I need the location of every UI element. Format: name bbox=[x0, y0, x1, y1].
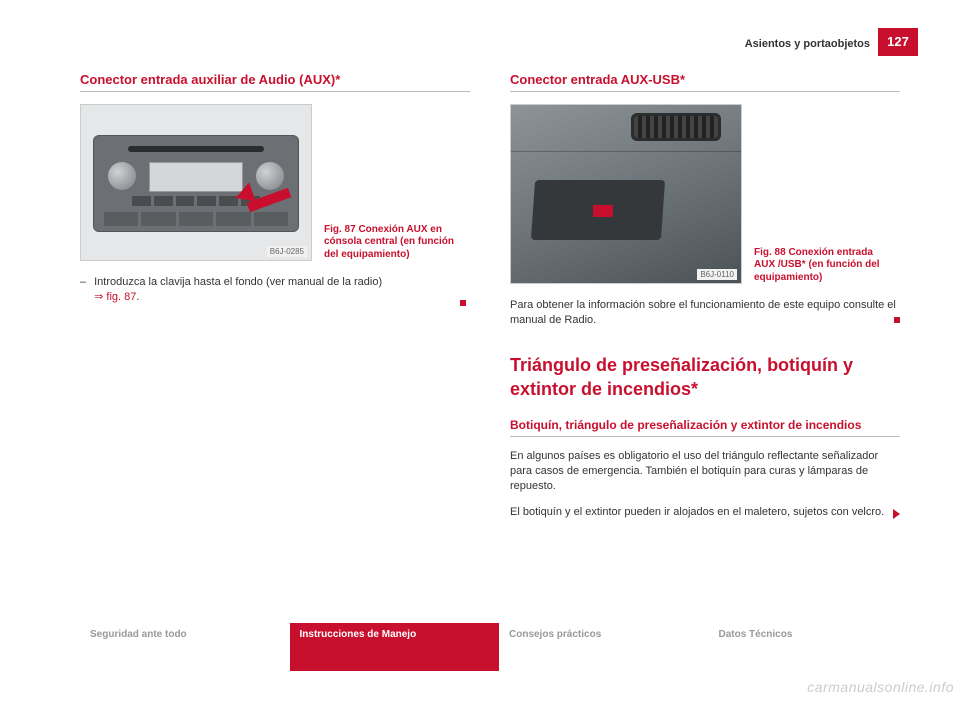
right-heading: Conector entrada AUX-USB* bbox=[510, 72, 900, 87]
period: . bbox=[136, 291, 139, 303]
divider bbox=[80, 91, 470, 92]
left-body: – Introduzca la clavija hasta el fondo (… bbox=[80, 275, 470, 311]
bullet-dash: – bbox=[80, 275, 86, 306]
page-header: Asientos y portaobjetos 127 bbox=[0, 0, 960, 60]
figure-87-label: B6J-0285 bbox=[267, 246, 307, 257]
page: Asientos y portaobjetos 127 Conector ent… bbox=[0, 0, 960, 701]
step-main: Introduzca la clavija hasta el fondo (ve… bbox=[94, 276, 382, 288]
figure-87: B6J-0285 bbox=[80, 104, 312, 261]
figure-88-caption: Fig. 88 Conexión entrada AUX /USB* (en f… bbox=[754, 247, 894, 285]
divider bbox=[510, 436, 900, 437]
figure-87-wrap: B6J-0285 Fig. 87 Conexión AUX en cónsola… bbox=[80, 104, 470, 261]
figure-87-caption: Fig. 87 Conexión AUX en cónsola central … bbox=[324, 224, 464, 262]
left-heading: Conector entrada auxiliar de Audio (AUX)… bbox=[80, 72, 470, 87]
page-number: 127 bbox=[878, 28, 918, 56]
footer-tab-seguridad: Seguridad ante todo bbox=[80, 623, 290, 671]
para-1: En algunos países es obligatorio el uso … bbox=[510, 449, 900, 495]
right-para: Para obtener la información sobre el fun… bbox=[510, 299, 896, 326]
content-columns: Conector entrada auxiliar de Audio (AUX)… bbox=[0, 60, 960, 592]
continue-triangle-icon bbox=[893, 509, 900, 519]
h2-line1: Triángulo de preseñalización, botiquín y bbox=[510, 355, 853, 375]
end-square-icon bbox=[460, 300, 466, 306]
watermark: carmanualsonline.info bbox=[807, 679, 954, 695]
para-2: El botiquín y el extintor pueden ir aloj… bbox=[510, 506, 884, 518]
pointer-arrow-icon bbox=[231, 183, 301, 223]
divider bbox=[510, 91, 900, 92]
end-square-icon bbox=[894, 317, 900, 323]
h2-line2: extintor de incendios* bbox=[510, 379, 698, 399]
footer-tab-instrucciones: Instrucciones de Manejo bbox=[290, 623, 500, 671]
right-body: Para obtener la información sobre el fun… bbox=[510, 298, 900, 329]
para-2-wrap: El botiquín y el extintor pueden ir aloj… bbox=[510, 505, 900, 520]
footer-tab-consejos: Consejos prácticos bbox=[499, 623, 709, 671]
section-title: Asientos y portaobjetos bbox=[745, 38, 870, 50]
subheading: Botiquín, triángulo de preseñalización y… bbox=[510, 417, 900, 433]
footer-tabs: Seguridad ante todo Instrucciones de Man… bbox=[80, 623, 918, 671]
figure-88-wrap: B6J-0110 Fig. 88 Conexión entrada AUX /U… bbox=[510, 104, 900, 284]
fig-link: ⇒ fig. 87 bbox=[94, 291, 136, 303]
console-illustration bbox=[511, 105, 741, 283]
right-column: Conector entrada AUX-USB* B6J-0110 Fig. … bbox=[510, 72, 900, 592]
figure-88-label: B6J-0110 bbox=[697, 269, 737, 280]
step-text: Introduzca la clavija hasta el fondo (ve… bbox=[94, 275, 382, 306]
section-heading: Triángulo de preseñalización, botiquín y… bbox=[510, 353, 900, 402]
footer-tab-datos: Datos Técnicos bbox=[709, 623, 919, 671]
left-column: Conector entrada auxiliar de Audio (AUX)… bbox=[80, 72, 470, 592]
figure-88: B6J-0110 bbox=[510, 104, 742, 284]
